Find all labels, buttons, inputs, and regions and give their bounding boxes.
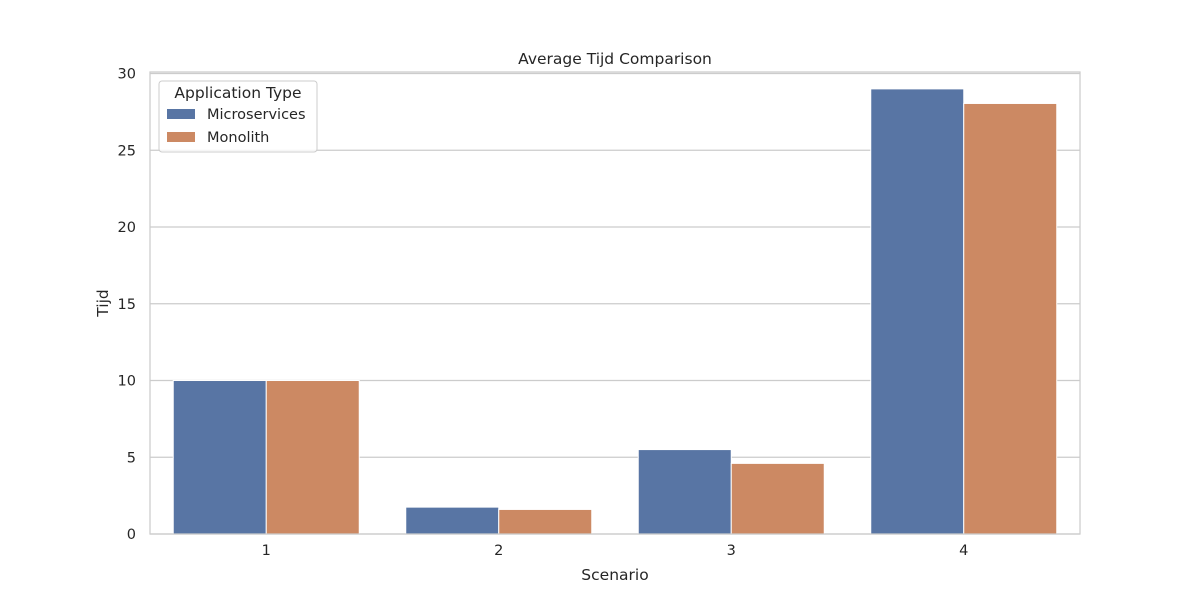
bar-monolith-scenario-4	[963, 102, 1058, 535]
y-axis-ticks: 0 5 10 15 20 25 30	[118, 67, 136, 543]
legend-swatch-monolith	[167, 132, 195, 142]
legend: Application Type Microservices Monolith	[158, 80, 318, 153]
legend-box	[158, 80, 318, 153]
x-tick-label: 1	[262, 543, 271, 559]
x-axis-label: Scenario	[581, 566, 648, 584]
legend-label-monolith: Monolith	[207, 130, 269, 146]
y-tick-label: 30	[118, 67, 136, 83]
y-tick-label: 20	[118, 220, 136, 236]
bar-microservices-scenario-2	[405, 506, 500, 535]
y-tick-label: 0	[127, 527, 136, 543]
bar-monolith-scenario-1	[265, 380, 360, 535]
bars	[172, 88, 1058, 535]
chart-title: Average Tijd Comparison	[518, 50, 712, 68]
legend-swatch-microservices	[167, 109, 195, 119]
y-tick-label: 5	[127, 450, 136, 466]
y-tick-label: 15	[118, 297, 136, 313]
bar-monolith-scenario-2	[498, 508, 593, 535]
bar-monolith-scenario-3	[730, 462, 825, 535]
legend-label-microservices: Microservices	[207, 107, 306, 123]
x-tick-label: 4	[959, 543, 968, 559]
bar-microservices-scenario-3	[637, 449, 732, 535]
plot-frame	[149, 71, 1081, 535]
x-tick-label: 3	[727, 543, 736, 559]
legend-title: Application Type	[174, 84, 301, 102]
y-tick-label: 25	[118, 143, 136, 159]
y-tick-label: 10	[118, 374, 136, 390]
y-axis-label: Tijd	[94, 289, 112, 317]
bar-microservices-scenario-1	[172, 380, 267, 535]
x-axis-ticks: 1 2 3 4	[262, 543, 969, 559]
bar-microservices-scenario-4	[870, 88, 965, 535]
x-tick-label: 2	[494, 543, 503, 559]
